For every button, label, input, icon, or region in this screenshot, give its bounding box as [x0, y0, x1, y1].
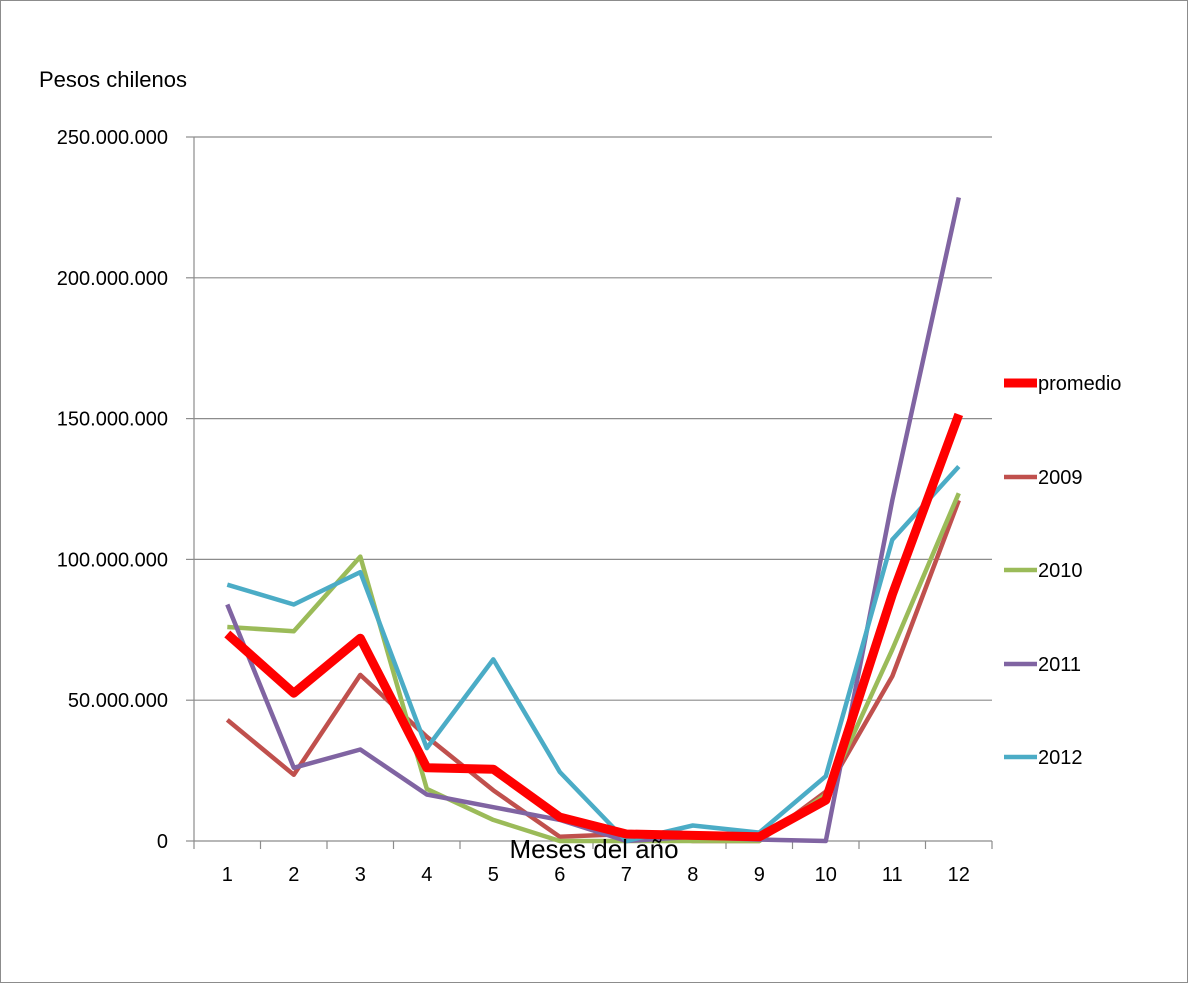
legend-label-promedio: promedio	[1038, 373, 1121, 395]
y-tick-label: 150.000.000	[57, 409, 168, 431]
series-line-2009	[225, 499, 961, 844]
y-tick-label: 200.000.000	[57, 268, 168, 290]
x-axis-title: Meses del año	[509, 834, 678, 864]
y-axis-title: Pesos chilenos	[39, 67, 187, 92]
x-tick-label: 12	[948, 864, 970, 886]
x-tick-label: 1	[222, 864, 233, 886]
series-line-2012	[226, 464, 961, 844]
x-tick-label: 8	[687, 864, 698, 886]
x-tick-label: 4	[421, 864, 432, 886]
legend-label-2010: 2010	[1038, 560, 1083, 582]
legend-label-2012: 2012	[1038, 747, 1083, 769]
x-tick-label: 7	[621, 864, 632, 886]
x-tick-label: 10	[815, 864, 837, 886]
y-tick-label: 0	[157, 831, 168, 853]
y-tick-label: 50.000.000	[68, 690, 168, 712]
x-tick-label: 11	[882, 864, 903, 886]
x-tick-label: 6	[554, 864, 565, 886]
axes: 0 50.000.000 100.000.000 150.000.000 200.000…	[57, 127, 993, 886]
x-tick-label: 2	[288, 864, 299, 886]
series-line-2011	[225, 197, 961, 844]
x-tick-label: 9	[754, 864, 765, 886]
legend-label-2011: 2011	[1038, 654, 1081, 676]
y-tick-label: 250.000.000	[57, 127, 168, 149]
series-lines	[224, 197, 964, 844]
x-tick-label: 3	[355, 864, 366, 886]
legend-label-2009: 2009	[1038, 467, 1083, 489]
series-line-promedio	[224, 412, 964, 842]
y-tick-label: 100.000.000	[57, 549, 168, 571]
series-line-2010	[227, 492, 961, 844]
legend: promedio 2009 2010 2011 2012	[1004, 373, 1121, 769]
x-tick-label: 5	[488, 864, 499, 886]
